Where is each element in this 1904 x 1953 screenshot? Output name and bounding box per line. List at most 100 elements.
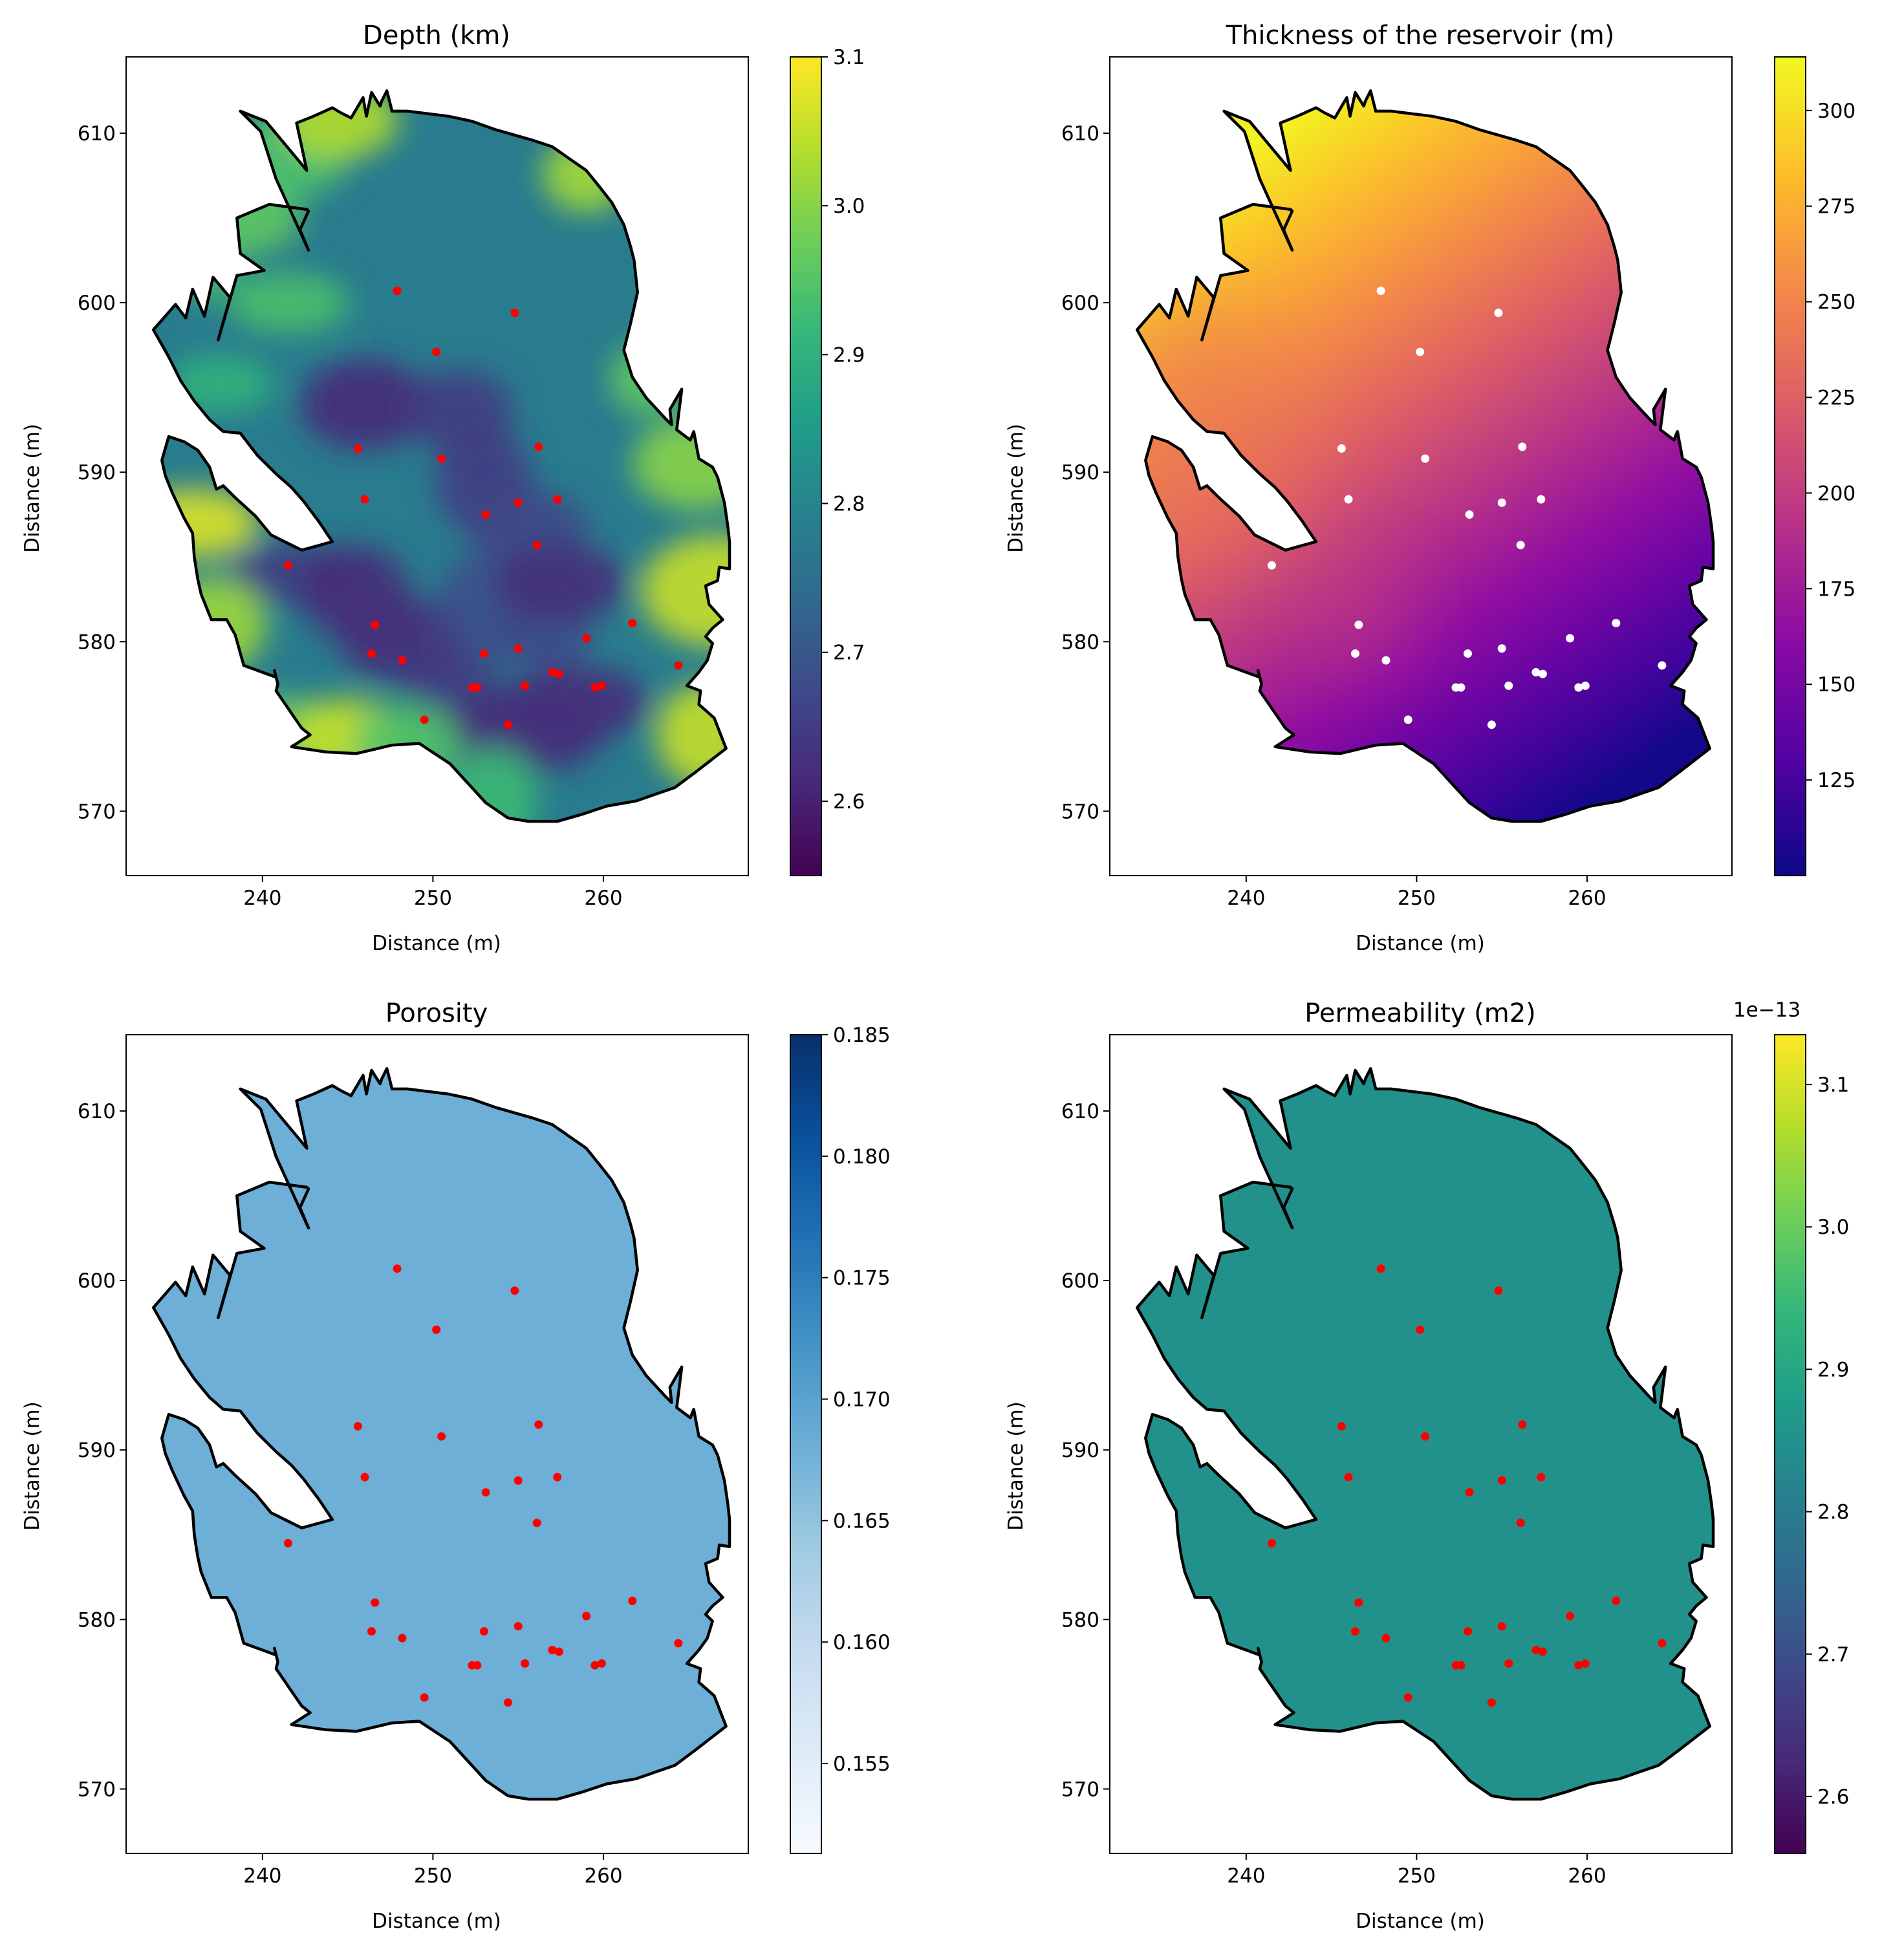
well-marker <box>1416 347 1425 356</box>
well-marker <box>353 1422 362 1430</box>
axes-frame <box>125 56 749 876</box>
well-marker <box>1537 1473 1546 1482</box>
well-marker <box>360 1473 369 1482</box>
well-marker <box>1464 1627 1472 1636</box>
colorbar-tick-label: 2.6 <box>833 790 865 814</box>
well-marker <box>514 644 523 653</box>
x-tick-label: 260 <box>584 1864 622 1888</box>
wells <box>1267 1264 1667 1707</box>
well-marker <box>398 656 407 665</box>
well-marker <box>532 1518 541 1527</box>
well-marker <box>1487 1698 1496 1707</box>
well-marker <box>1518 442 1527 451</box>
well-marker <box>514 1476 523 1485</box>
colorbar-tick-label: 300 <box>1817 100 1855 123</box>
well-marker <box>674 661 683 670</box>
well-marker <box>1465 1488 1474 1497</box>
colorbar-offset-label: 1e−13 <box>1733 998 1801 1022</box>
well-marker <box>1403 1693 1412 1702</box>
field-fill <box>1137 1068 1713 1800</box>
well-marker <box>597 1659 606 1668</box>
field-patch-high <box>448 748 537 822</box>
well-marker <box>353 444 362 453</box>
colorbar-tick-label: 0.185 <box>833 1024 891 1047</box>
well-marker <box>437 1432 446 1441</box>
field-patch-high <box>656 684 730 786</box>
x-tick-label: 250 <box>414 887 452 910</box>
y-tick-label: 580 <box>78 1608 116 1632</box>
colorbar-tick-label: 125 <box>1817 769 1855 792</box>
well-marker <box>510 308 519 318</box>
colorbar-tick-label: 0.165 <box>833 1509 891 1533</box>
reservoir-outline <box>151 89 731 823</box>
x-tick-label: 250 <box>1398 1864 1436 1888</box>
reservoir-field <box>153 1068 730 1800</box>
colorbar-tick-label: 250 <box>1817 291 1855 314</box>
panel-porosity: Porosity Distance (m) Distance (m) 240 25… <box>21 998 891 1933</box>
field-patch-high <box>227 272 349 333</box>
well-marker <box>521 681 530 690</box>
well-marker <box>432 347 441 356</box>
reservoir-field <box>1137 1068 1713 1800</box>
panel-depth: Depth (km) Distance (m) Distance (m) 240… <box>21 21 865 955</box>
well-marker <box>1381 656 1390 665</box>
field-patch-high <box>641 535 730 647</box>
well-marker <box>371 1598 380 1607</box>
well-marker <box>481 510 490 519</box>
x-tick-label: 260 <box>1568 887 1606 910</box>
well-marker <box>473 1661 482 1670</box>
well-marker <box>1516 541 1525 550</box>
well-marker <box>674 1639 683 1648</box>
y-tick-label: 610 <box>78 1100 116 1123</box>
x-tick-label: 240 <box>1227 1864 1265 1888</box>
well-marker <box>1351 649 1359 658</box>
colorbar-tick-label: 3.0 <box>833 195 865 218</box>
y-tick-label: 580 <box>78 631 116 654</box>
well-marker <box>283 561 292 570</box>
well-marker <box>534 1420 543 1429</box>
colorbar-tick-label: 150 <box>1817 673 1855 696</box>
x-axis-label: Distance (m) <box>372 1910 501 1933</box>
well-marker <box>1487 720 1496 729</box>
well-marker <box>1531 1646 1541 1654</box>
colorbar-tick-label: 3.0 <box>1817 1216 1849 1239</box>
colorbar-gradient <box>790 1034 822 1854</box>
well-marker <box>1421 454 1430 463</box>
y-tick-label: 570 <box>1061 1778 1099 1801</box>
colorbar-tick-label: 225 <box>1817 387 1855 410</box>
x-axis-label: Distance (m) <box>372 932 501 955</box>
field-patch-high <box>164 188 242 299</box>
field-patch-high <box>163 577 266 673</box>
colorbar-depth: 2.6 2.7 2.8 2.9 3.0 3.1 <box>790 46 865 876</box>
well-marker <box>1658 1639 1667 1648</box>
well-marker <box>1518 1420 1527 1429</box>
field-patch-high <box>633 417 730 511</box>
well-marker <box>1354 620 1363 629</box>
panel-title: Thickness of the reservoir (m) <box>1226 21 1615 50</box>
well-marker <box>503 1698 512 1707</box>
field-fill <box>1137 91 1713 822</box>
well-marker <box>1494 1286 1503 1295</box>
x-tick-label: 250 <box>414 1864 452 1888</box>
well-marker <box>432 1325 441 1334</box>
well-marker <box>554 1647 563 1656</box>
axes-frame <box>1109 1034 1733 1854</box>
well-marker <box>1504 1659 1513 1668</box>
well-marker <box>393 286 402 296</box>
colorbar-tick-label: 2.7 <box>1817 1643 1849 1667</box>
axes-frame <box>125 1034 749 1854</box>
y-axis-label: Distance (m) <box>1004 424 1028 553</box>
well-marker <box>1538 1647 1547 1656</box>
y-tick-label: 570 <box>78 1778 116 1801</box>
y-tick-label: 590 <box>78 1439 116 1462</box>
y-tick-label: 590 <box>78 461 116 484</box>
x-tick-label: 250 <box>1398 887 1436 910</box>
y-tick-label: 610 <box>1061 1100 1099 1123</box>
well-marker <box>582 634 591 643</box>
well-marker <box>582 1612 591 1621</box>
colorbar-tick-label: 200 <box>1817 482 1855 505</box>
y-axis-label: Distance (m) <box>21 1401 44 1531</box>
well-marker <box>393 1264 402 1273</box>
well-marker <box>420 1693 429 1702</box>
